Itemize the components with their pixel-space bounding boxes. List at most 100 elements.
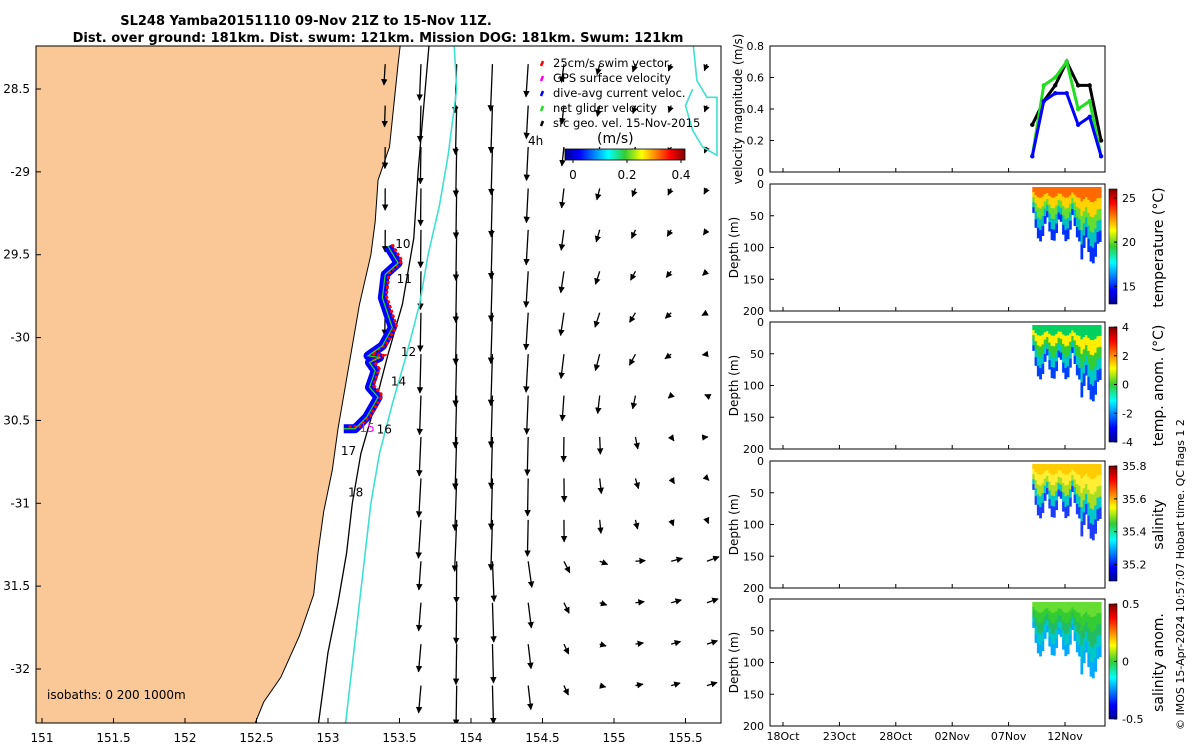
heatmap-cell	[1096, 220, 1100, 233]
heatmap-cell	[1041, 325, 1045, 336]
map-y-axis: 28.5 -29 29.5 -30 30.5 -31 31.5 -32	[3, 82, 41, 676]
heatmap-cell	[1080, 478, 1084, 494]
heatmap-cell	[1098, 208, 1102, 221]
legend-label: GPS surface velocity	[553, 71, 671, 85]
heatmap-cell	[1052, 485, 1056, 497]
heatmap-cell	[1094, 602, 1098, 617]
heatmap-cell	[1082, 187, 1086, 200]
heatmap-cell	[1078, 485, 1081, 497]
heatmap-cell	[1055, 473, 1059, 483]
day-label: 11	[397, 272, 412, 286]
heatmap-cell	[1048, 499, 1052, 509]
heatmap-cell	[1048, 628, 1052, 638]
heatmap-cell	[1039, 357, 1042, 369]
heatmap-cell	[1050, 325, 1054, 337]
heatmap-cell	[1055, 214, 1059, 224]
map-x-axis: 151 151.5 152 152.5 153 153.5 154 154.5 155 155.5	[31, 718, 703, 745]
heatmap-cell	[1098, 357, 1102, 370]
heatmap-cell	[1078, 208, 1081, 220]
heatmap-cell	[1098, 623, 1102, 636]
geo-velocity-arrow	[416, 105, 424, 143]
panel-y-tick-label: 50	[750, 348, 764, 361]
heatmap-cell	[1080, 325, 1084, 340]
geo-velocity-arrow	[595, 105, 602, 117]
geo-velocity-arrow	[703, 105, 710, 113]
geo-velocity-arrow	[487, 519, 495, 571]
series-point	[1064, 59, 1069, 64]
map-panel: 10 11 12 14 15 16 17 18 151 151.5 152 152.5 153 153.…	[3, 45, 722, 745]
geo-velocity-arrow	[524, 436, 531, 477]
heatmap-cell	[1089, 493, 1093, 509]
panel-y-tick-label: 0	[757, 178, 764, 191]
heatmap-cell	[1039, 208, 1042, 220]
panel-y-tick-label: 100	[743, 242, 764, 255]
heatmap-cell	[1085, 227, 1088, 238]
heatmap-cell	[1041, 225, 1045, 237]
heatmap-cell	[1043, 354, 1047, 362]
geo-velocity-arrow	[452, 105, 459, 156]
heatmap-cell	[1043, 194, 1047, 203]
heatmap-cell	[1055, 334, 1059, 344]
heatmap-cell	[1068, 333, 1072, 343]
heatmap-cell	[1089, 339, 1093, 356]
panel-colorbar-tick-label: 25	[1122, 192, 1136, 205]
geo-velocity-arrow	[671, 681, 681, 688]
heatmap-cell	[1075, 483, 1079, 495]
geo-velocity-arrow	[635, 557, 646, 565]
heatmap-cell	[1094, 338, 1098, 354]
heatmap-cell	[1096, 486, 1100, 499]
panel-colorbar-tick-label: 20	[1122, 236, 1136, 249]
heatmap-cell	[1039, 187, 1042, 199]
heatmap-cell	[1057, 331, 1061, 339]
heatmap-cell	[1050, 367, 1054, 379]
heatmap-cell	[1073, 332, 1077, 341]
heatmap-cell	[1066, 325, 1070, 336]
heatmap-cell	[1089, 354, 1093, 370]
heatmap-cell	[1094, 657, 1098, 672]
heatmap-cell	[1096, 209, 1100, 222]
geo-velocity-arrow	[667, 391, 675, 399]
heatmap-cell	[1055, 352, 1059, 362]
heatmap-cell	[1048, 464, 1052, 474]
heatmap-cell	[1059, 338, 1063, 347]
map-x-tick-label: 151	[31, 731, 54, 745]
heatmap-cell	[1089, 508, 1093, 524]
legend-swatch	[539, 105, 545, 112]
day-label: 12	[401, 345, 416, 359]
heatmap-cell	[1091, 524, 1095, 541]
heatmap-cell	[1034, 488, 1038, 497]
series-point	[1030, 122, 1035, 127]
heatmap-cell	[1087, 602, 1091, 616]
geo-velocity-arrow	[596, 436, 604, 455]
geo-velocity-arrow	[703, 146, 710, 154]
panel-y-tick-label: 0.4	[747, 103, 765, 116]
heatmap-cell	[1050, 229, 1054, 241]
heatmap-cell	[1059, 352, 1063, 360]
heatmap-cell	[1078, 645, 1081, 657]
heatmap-cell	[1059, 622, 1063, 630]
heatmap-cell	[1068, 610, 1072, 620]
heatmap-cell	[1062, 620, 1065, 631]
geo-velocity-arrow	[415, 602, 423, 632]
geo-velocity-arrow	[593, 353, 601, 372]
heatmap-cell	[1098, 230, 1102, 242]
heatmap-cell	[1094, 214, 1098, 230]
colorbar-unit: (m/s)	[597, 131, 634, 147]
heatmap-cell	[1062, 215, 1065, 226]
heatmap-cell	[1091, 385, 1095, 402]
heatmap-cell	[1089, 187, 1093, 203]
heatmap-cell	[1046, 198, 1049, 206]
geo-velocity-arrow	[597, 478, 604, 495]
heatmap-cell	[1094, 477, 1098, 493]
geo-velocity-arrow	[703, 516, 710, 525]
heatmap-cell	[1039, 230, 1042, 242]
heatmap-cell	[1089, 646, 1093, 662]
heatmap-cell	[1071, 602, 1075, 609]
heatmap-cell	[1043, 471, 1047, 480]
heatmap-cell	[1075, 641, 1079, 653]
series-point	[1087, 98, 1092, 104]
isobath-1000m-eddy	[684, 46, 718, 157]
heatmap-cell	[1098, 197, 1102, 210]
heatmap-cell	[1039, 623, 1042, 635]
heatmap-cell	[1062, 639, 1065, 650]
